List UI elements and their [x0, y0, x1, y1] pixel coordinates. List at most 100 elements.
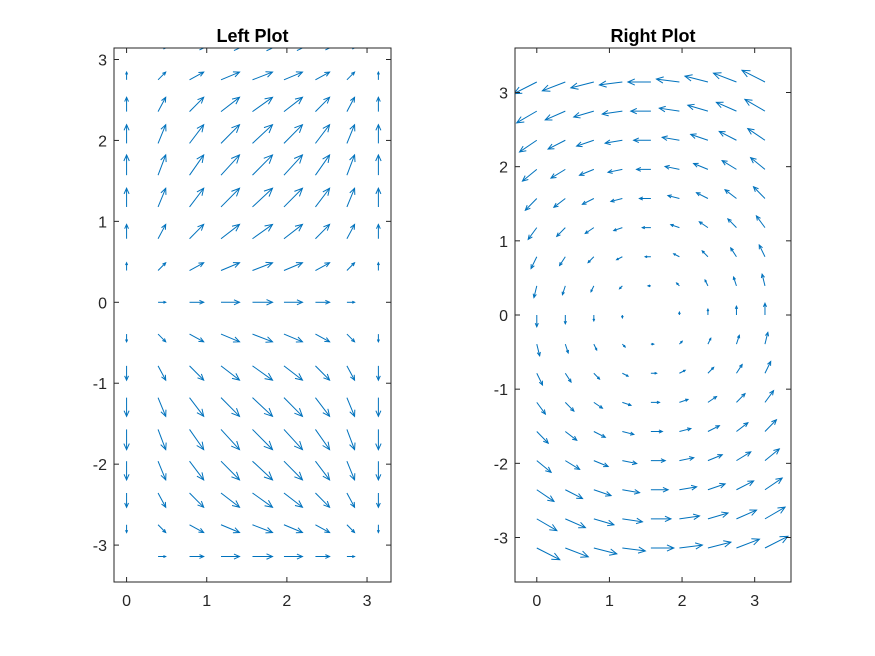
quiver-arrow [346, 365, 356, 382]
y-tick-label: -1 [93, 376, 107, 393]
quiver-arrow [541, 81, 566, 92]
quiver-arrow [679, 513, 701, 520]
quiver-arrow [375, 96, 381, 112]
quiver-arrow [679, 398, 690, 403]
quiver-arrow [764, 389, 775, 403]
quiver-arrow [764, 535, 790, 549]
x-tick-label: 2 [678, 593, 687, 610]
quiver-arrow [712, 72, 737, 83]
right-plot-ticks [515, 48, 791, 582]
quiver-arrow [252, 492, 274, 508]
quiver-arrow [752, 185, 766, 199]
quiver-arrow [621, 343, 627, 348]
quiver-arrow [346, 397, 356, 418]
quiver-arrow [220, 154, 241, 176]
quiver-arrow [283, 492, 304, 509]
quiver-arrow [609, 198, 623, 203]
quiver-arrow [346, 333, 356, 343]
quiver-arrow [157, 123, 167, 144]
quiver-arrow [283, 71, 304, 81]
quiver-arrow [220, 262, 241, 271]
quiver-arrow [650, 486, 670, 493]
quiver-arrow [283, 123, 304, 144]
quiver-arrow [315, 460, 331, 481]
quiver-arrow [593, 401, 604, 409]
quiver-arrow [376, 334, 380, 344]
quiver-arrow [650, 515, 673, 523]
quiver-arrow [315, 365, 331, 382]
y-tick-label: 1 [499, 234, 508, 251]
quiver-arrow [189, 187, 205, 208]
quiver-arrow [189, 123, 205, 144]
quiver-arrow [764, 418, 778, 432]
left-plot-ticks [114, 48, 391, 582]
y-tick-label: 3 [499, 86, 508, 103]
quiver-arrow [593, 489, 613, 497]
quiver-arrow [666, 194, 680, 199]
quiver-arrow [189, 96, 205, 112]
quiver-arrow [346, 153, 356, 176]
quiver-arrow [527, 227, 538, 241]
quiver-arrow [762, 302, 768, 315]
quiver-arrow [563, 315, 567, 326]
quiver-arrow [518, 139, 538, 153]
quiver-arrow [315, 333, 331, 343]
quiver-arrow [125, 334, 129, 344]
quiver-arrow [686, 103, 709, 112]
quiver-arrow [283, 429, 304, 451]
quiver-arrow [707, 511, 730, 520]
y-tick-label: -2 [93, 457, 107, 474]
right-plot-arrows [515, 69, 790, 561]
quiver-arrow [315, 397, 331, 418]
quiver-arrow [663, 164, 680, 170]
quiver-arrow [565, 489, 584, 500]
quiver-arrow [157, 461, 167, 482]
quiver-arrow [655, 76, 680, 84]
quiver-arrow [622, 517, 644, 525]
quiver-arrow [346, 187, 356, 208]
quiver-arrow [252, 223, 274, 240]
quiver-arrow [598, 80, 623, 88]
quiver-arrow [252, 524, 274, 534]
quiver-arrow [346, 223, 356, 239]
y-tick-label: 2 [499, 160, 508, 177]
quiver-arrow [315, 96, 331, 112]
y-tick-label: 3 [98, 52, 107, 69]
quiver-arrow [587, 256, 595, 264]
quiver-arrow [581, 198, 595, 205]
quiver-arrow [590, 285, 595, 293]
quiver-arrow [683, 74, 709, 83]
quiver-arrow [732, 275, 737, 287]
quiver-arrow [736, 392, 746, 403]
quiver-arrow [189, 333, 205, 343]
quiver-arrow [643, 255, 651, 259]
quiver-arrow [675, 282, 680, 287]
quiver-arrow [220, 492, 241, 509]
quiver-arrow [565, 431, 578, 442]
quiver-arrow [743, 98, 766, 112]
x-tick-label: 0 [122, 593, 131, 610]
quiver-arrow [632, 137, 651, 144]
quiver-arrow [564, 372, 572, 384]
quiver-arrow [536, 344, 541, 358]
quiver-arrow [521, 168, 538, 182]
quiver-arrow [283, 262, 304, 271]
quiver-arrow [252, 96, 274, 113]
quiver-arrow [706, 307, 710, 315]
quiver-arrow [736, 451, 752, 462]
quiver-arrow [157, 333, 167, 343]
quiver-arrow [283, 553, 304, 560]
quiver-arrow [622, 372, 630, 377]
quiver-arrow [565, 518, 587, 529]
quiver-arrow [764, 360, 772, 374]
quiver-arrow [679, 484, 698, 491]
quiver-arrow [220, 333, 241, 343]
y-tick-label: -3 [93, 538, 107, 555]
quiver-arrow [375, 429, 382, 451]
quiver-arrow [220, 524, 241, 534]
quiver-arrow [735, 334, 741, 345]
quiver-arrow [764, 506, 787, 520]
quiver-arrow [618, 285, 623, 290]
quiver-arrow [593, 343, 598, 352]
quiver-arrow [315, 71, 331, 81]
